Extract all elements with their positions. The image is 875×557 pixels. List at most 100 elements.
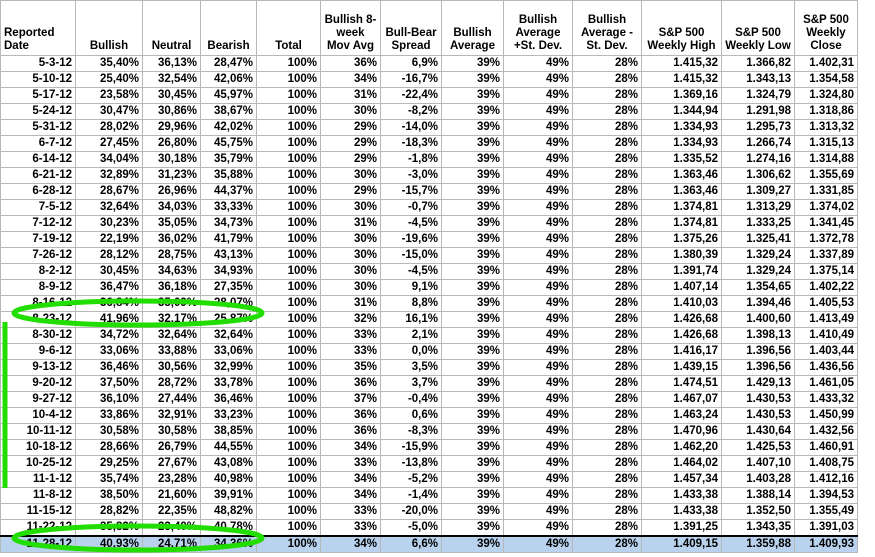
value-cell: 49%	[503, 199, 573, 216]
value-cell: 27,67%	[142, 455, 201, 472]
value-cell: 1.274,16	[721, 151, 795, 168]
value-cell: 42,02%	[200, 119, 257, 136]
table-row: 7-12-12 30,23% 35,05% 34,73% 100% 31% -4,5% 39%…	[0, 215, 858, 232]
value-cell: 1.408,75	[794, 455, 858, 472]
value-cell: 49%	[503, 455, 573, 472]
value-cell: 32,54%	[142, 71, 201, 88]
table-row: 8-30-12 34,72% 32,64% 32,64% 100% 33% 2,1% 39% 4…	[0, 327, 858, 344]
value-cell: 1.457,34	[641, 471, 722, 488]
value-cell: 39%	[441, 167, 504, 184]
value-cell: 39%	[441, 183, 504, 200]
value-cell: 48,82%	[200, 503, 257, 520]
value-cell: 28,12%	[75, 247, 143, 264]
value-cell: -1,4%	[380, 487, 442, 504]
value-cell: 35,05%	[142, 215, 201, 232]
value-cell: 33%	[320, 455, 381, 472]
value-cell: 45,97%	[200, 87, 257, 104]
value-cell: 1.410,03	[641, 295, 722, 312]
table-row: 11-8-12 38,50% 21,60% 39,91% 100% 34% -1,4% 39%…	[0, 487, 858, 504]
value-cell: 1.432,56	[794, 423, 858, 440]
value-cell: 1.461,05	[794, 375, 858, 392]
date-cell: 5-31-12	[0, 119, 76, 136]
value-cell: 100%	[256, 119, 321, 136]
value-cell: -15,0%	[380, 247, 442, 264]
value-cell: 49%	[503, 263, 573, 280]
column-header: Bull-Bear Spread	[380, 0, 442, 56]
value-cell: 36%	[320, 423, 381, 440]
value-cell: 30%	[320, 247, 381, 264]
value-cell: 39%	[441, 87, 504, 104]
value-cell: 1.409,93	[794, 535, 858, 553]
value-cell: 9,1%	[380, 279, 442, 296]
value-cell: 28%	[572, 311, 642, 328]
value-cell: 31%	[320, 215, 381, 232]
value-cell: -20,0%	[380, 503, 442, 520]
value-cell: 38,85%	[200, 423, 257, 440]
value-cell: 100%	[256, 247, 321, 264]
value-cell: 1.369,16	[641, 87, 722, 104]
value-cell: 31,23%	[142, 167, 201, 184]
value-cell: 30,47%	[75, 103, 143, 120]
value-cell: 40,78%	[200, 519, 257, 537]
value-cell: 49%	[503, 487, 573, 504]
value-cell: 49%	[503, 343, 573, 360]
value-cell: 39%	[441, 199, 504, 216]
value-cell: 1.313,32	[794, 119, 858, 136]
value-cell: 1.343,35	[721, 519, 795, 537]
value-cell: 1.334,93	[641, 135, 722, 152]
value-cell: 28%	[572, 391, 642, 408]
value-cell: 28%	[572, 231, 642, 248]
value-cell: 1.412,16	[794, 471, 858, 488]
value-cell: 1.407,10	[721, 455, 795, 472]
table-row: 10-11-12 30,58% 30,58% 38,85% 100% 36% -8,3% 39…	[0, 423, 858, 440]
value-cell: 1.333,25	[721, 215, 795, 232]
value-cell: -5,0%	[380, 519, 442, 537]
value-cell: 39%	[441, 439, 504, 456]
value-cell: 28%	[572, 343, 642, 360]
value-cell: 49%	[503, 55, 573, 72]
value-cell: 1.344,94	[641, 103, 722, 120]
value-cell: 39%	[441, 535, 504, 553]
value-cell: 1.380,39	[641, 247, 722, 264]
date-cell: 10-18-12	[0, 439, 76, 456]
value-cell: 1.329,24	[721, 263, 795, 280]
value-cell: 1.341,45	[794, 215, 858, 232]
date-cell: 6-28-12	[0, 183, 76, 200]
value-cell: 26,96%	[142, 183, 201, 200]
value-cell: 1.266,74	[721, 135, 795, 152]
date-cell: 6-7-12	[0, 135, 76, 152]
value-cell: 30%	[320, 167, 381, 184]
value-cell: 1.331,85	[794, 183, 858, 200]
value-cell: -4,5%	[380, 263, 442, 280]
date-cell: 11-8-12	[0, 487, 76, 504]
value-cell: 30,18%	[142, 151, 201, 168]
value-cell: 3,7%	[380, 375, 442, 392]
value-cell: 34%	[320, 71, 381, 88]
value-cell: 40,98%	[200, 471, 257, 488]
date-cell: 5-17-12	[0, 87, 76, 104]
value-cell: 39%	[441, 135, 504, 152]
value-cell: 49%	[503, 295, 573, 312]
value-cell: 34%	[320, 535, 381, 553]
value-cell: 1.343,13	[721, 71, 795, 88]
value-cell: 100%	[256, 535, 321, 553]
value-cell: 100%	[256, 519, 321, 537]
value-cell: 1.394,46	[721, 295, 795, 312]
date-cell: 8-9-12	[0, 279, 76, 296]
value-cell: 35%	[320, 359, 381, 376]
value-cell: -5,2%	[380, 471, 442, 488]
date-cell: 10-4-12	[0, 407, 76, 424]
value-cell: 1.391,74	[641, 263, 722, 280]
value-cell: 27,44%	[142, 391, 201, 408]
value-cell: 49%	[503, 519, 573, 537]
date-cell: 5-10-12	[0, 71, 76, 88]
value-cell: 36%	[320, 375, 381, 392]
value-cell: 29%	[320, 119, 381, 136]
column-header: Bullish 8-week Mov Avg	[320, 0, 381, 56]
value-cell: 39%	[441, 71, 504, 88]
value-cell: 100%	[256, 183, 321, 200]
value-cell: 1.405,53	[794, 295, 858, 312]
value-cell: 1.403,44	[794, 343, 858, 360]
value-cell: 30,45%	[142, 87, 201, 104]
value-cell: 39%	[441, 391, 504, 408]
